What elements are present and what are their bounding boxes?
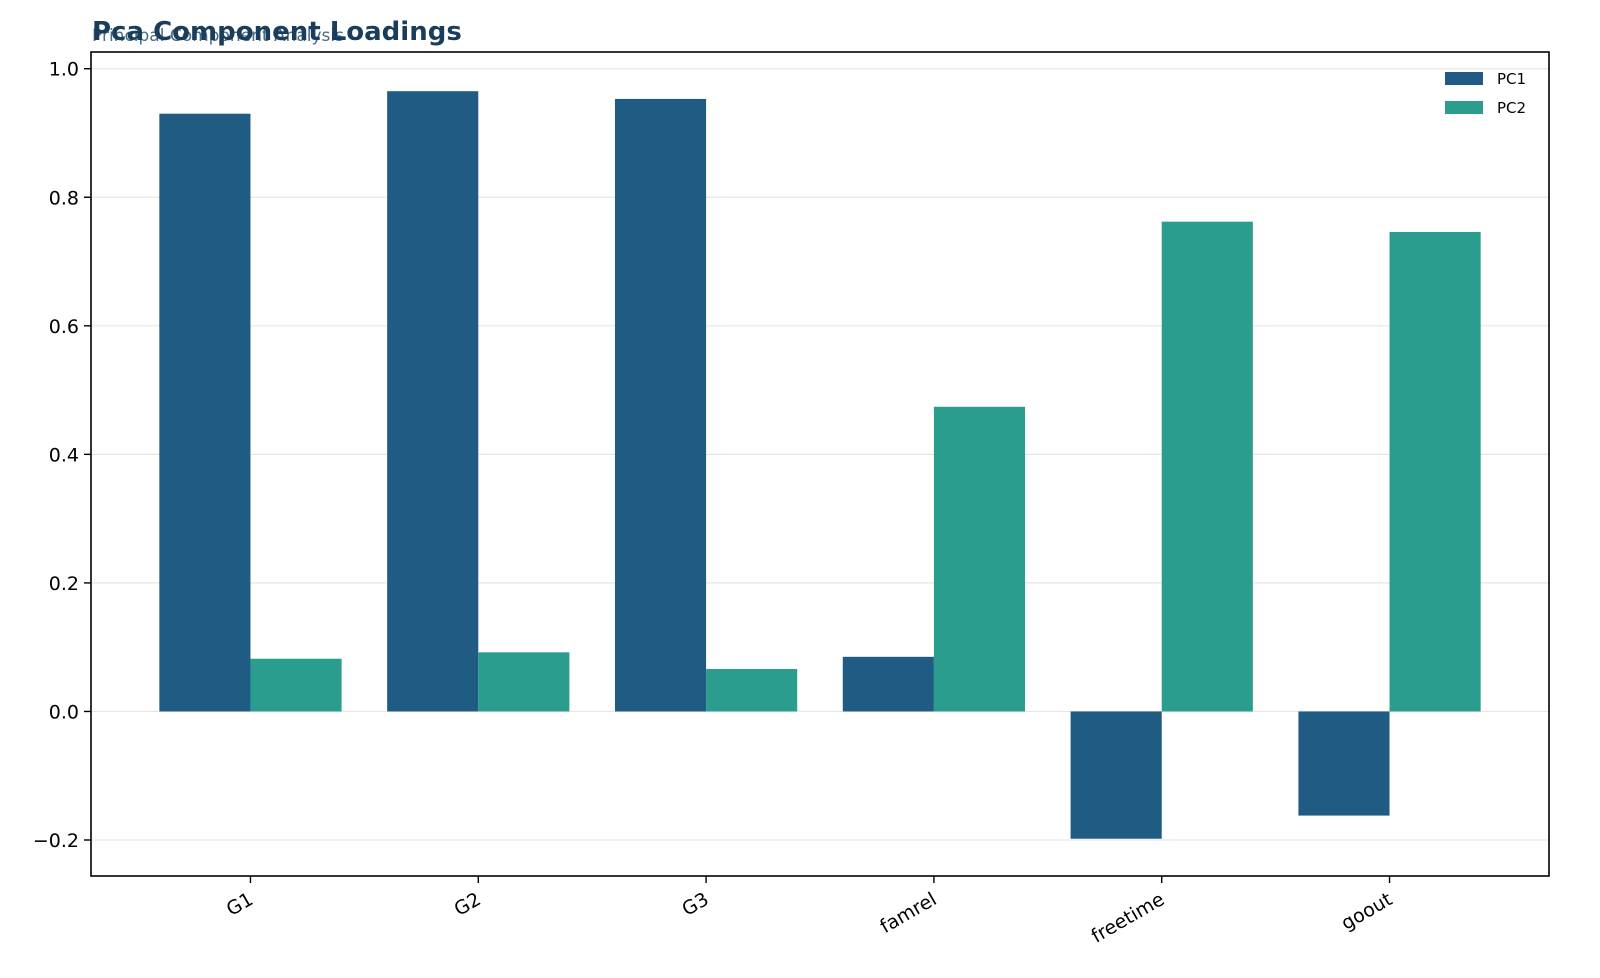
bars bbox=[159, 91, 1481, 839]
plot-frame bbox=[90, 51, 1550, 877]
x-tick-label: goout bbox=[1338, 888, 1396, 934]
legend-label-pc2: PC2 bbox=[1497, 99, 1526, 117]
legend-swatch-pc1 bbox=[1445, 72, 1483, 85]
y-axis: −0.2 0.0 0.2 0.4 0.6 0.8 1.0 bbox=[33, 59, 91, 852]
bar-pc1-g1 bbox=[159, 113, 251, 712]
y-tick-label: 1.0 bbox=[49, 59, 79, 81]
chart-subtitle: Principal Component Analysis bbox=[92, 26, 344, 46]
legend-label-pc1: PC1 bbox=[1497, 70, 1526, 88]
bar-pc1-g3 bbox=[614, 98, 707, 712]
legend: PC1 PC2 bbox=[1445, 70, 1526, 117]
bar-pc2-famrel bbox=[933, 406, 1026, 712]
y-tick-label: −0.2 bbox=[33, 830, 79, 852]
y-tick-label: 0.2 bbox=[49, 573, 79, 595]
bar-pc1-freetime bbox=[1070, 711, 1162, 839]
x-tick-label: G1 bbox=[223, 888, 257, 920]
y-tick-label: 0.6 bbox=[49, 316, 79, 338]
x-axis: G1 G2 G3 famrel freetime goout bbox=[223, 876, 1396, 948]
x-tick-label: G3 bbox=[678, 888, 712, 920]
bar-pc2-g3 bbox=[706, 669, 798, 712]
grid-lines bbox=[91, 68, 1549, 841]
y-tick-label: 0.8 bbox=[49, 187, 79, 209]
bar-pc2-goout bbox=[1389, 231, 1481, 712]
x-tick-label: famrel bbox=[876, 888, 940, 938]
bar-pc1-goout bbox=[1298, 711, 1390, 816]
legend-swatch-pc2 bbox=[1445, 101, 1483, 114]
bar-pc1-g2 bbox=[387, 91, 479, 712]
bar-pc1-famrel bbox=[842, 656, 934, 712]
x-tick-label: G2 bbox=[451, 888, 485, 920]
y-tick-label: 0.0 bbox=[49, 701, 79, 723]
y-tick-label: 0.4 bbox=[49, 444, 79, 466]
bar-pc2-freetime bbox=[1161, 221, 1253, 712]
bar-pc2-g1 bbox=[250, 658, 342, 712]
x-tick-label: freetime bbox=[1088, 888, 1169, 947]
bar-pc2-g2 bbox=[478, 652, 570, 712]
chart-title: Pca Component Loadings bbox=[92, 17, 462, 47]
